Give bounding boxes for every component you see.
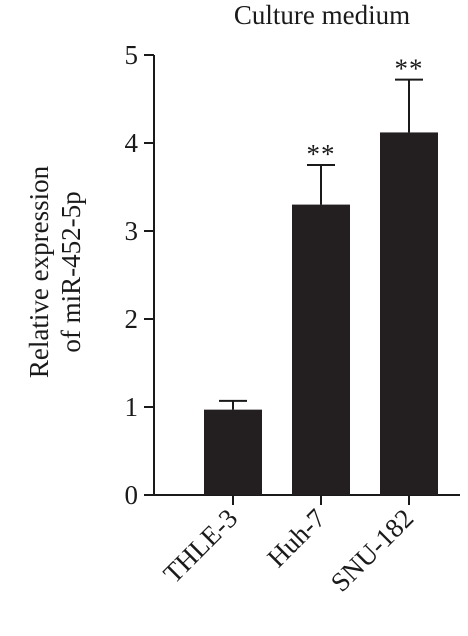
y-tick-label: 0 [125, 480, 139, 510]
bar [380, 132, 438, 495]
y-axis-label-line-2: of miR-452-5p [56, 191, 86, 352]
y-tick-label: 2 [125, 304, 139, 334]
bar [292, 204, 350, 495]
plot-area: 0 1 2 3 4 5 THLE-3 Huh-7 ** SNU-182 ** [125, 40, 460, 597]
bar [204, 409, 262, 495]
x-tick-label: SNU-182 [325, 503, 419, 597]
significance-marker: ** [307, 139, 336, 169]
y-tick-label: 1 [125, 392, 139, 422]
y-tick-label: 4 [125, 128, 139, 158]
x-tick-label: THLE-3 [157, 503, 243, 589]
y-axis-label-line-1: Relative expression [24, 165, 54, 378]
chart-title: Culture medium [234, 0, 410, 30]
y-tick-label: 3 [125, 216, 139, 246]
significance-marker: ** [395, 54, 424, 84]
y-axis-label: Relative expression of miR-452-5p [24, 165, 86, 378]
y-tick-label: 5 [125, 40, 139, 70]
x-tick-label: Huh-7 [261, 503, 331, 573]
